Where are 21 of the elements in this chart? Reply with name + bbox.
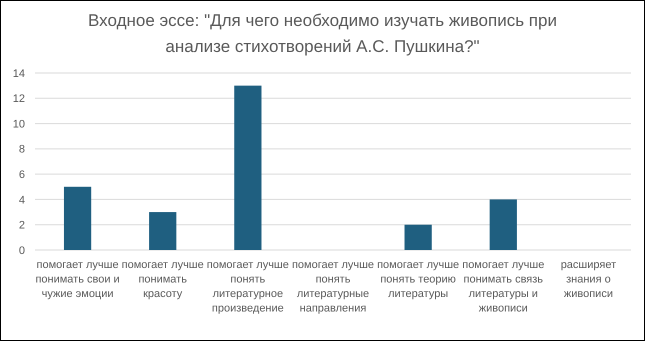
x-tick-label: помогает лучше понимать красоту <box>122 259 204 300</box>
bar <box>234 86 262 250</box>
y-tick-label: 10 <box>12 118 25 130</box>
bar <box>404 224 432 250</box>
y-tick-label: 2 <box>18 220 25 232</box>
y-tick-label: 4 <box>18 194 25 206</box>
y-tick-label: 8 <box>18 144 25 156</box>
x-tick-label: помогает лучше понять литературные направления <box>292 259 374 314</box>
y-tick-label: 6 <box>18 168 25 181</box>
x-tick-label: помогает лучше понимать связь литературы и живописи <box>462 259 544 314</box>
x-tick-label: расширяет знания о живописи <box>560 259 616 300</box>
bar <box>490 199 517 250</box>
bar <box>64 186 92 250</box>
x-tick-label: помогает лучше понимать свои и чужие эмоции <box>35 259 120 300</box>
y-tick-label: 12 <box>12 93 25 106</box>
y-tick-label: 0 <box>18 244 25 257</box>
x-tick-label: помогает лучше понять литературное произведение <box>206 259 289 314</box>
bar <box>149 212 176 250</box>
y-tick-label: 14 <box>12 68 25 80</box>
chart-title: Входное эссе: "Для чего необходимо изучать живопись при анализе стихотворений А.С. Пушкина?" <box>88 11 557 56</box>
x-tick-label: помогает лучше понять теорию литературы <box>377 259 460 300</box>
